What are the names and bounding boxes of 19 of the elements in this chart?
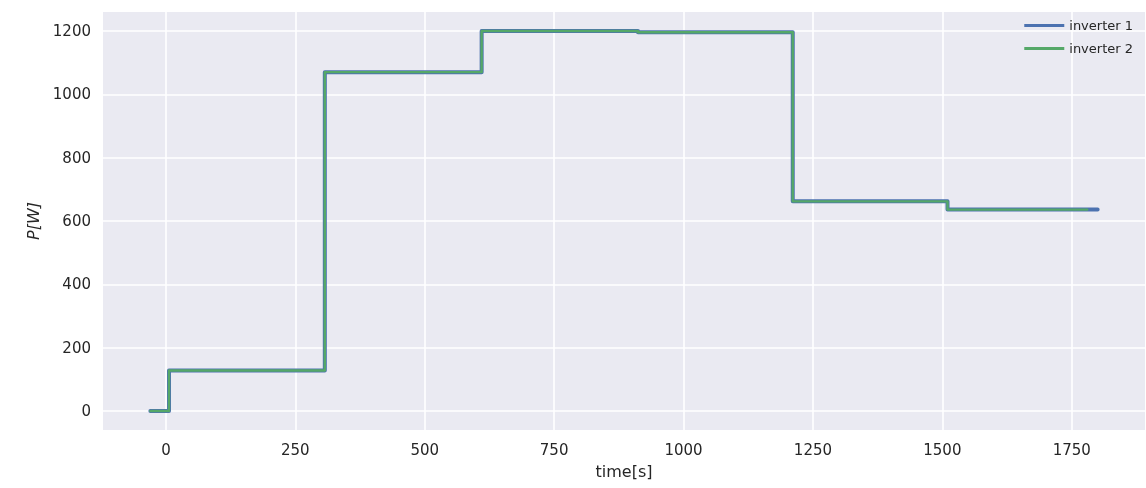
y-tick-label: 1000 [52, 85, 91, 104]
y-tick-label: 0 [81, 402, 91, 420]
x-tick-label: 1750 [1052, 440, 1091, 459]
x-axis-title: time[s] [595, 461, 653, 481]
y-axis-title: P[W] [24, 202, 44, 240]
y-tick-label: 600 [62, 212, 91, 230]
y-tick-label: 400 [62, 275, 91, 294]
y-tick-label: 200 [62, 338, 91, 357]
x-tick-label: 750 [539, 440, 569, 459]
x-tick-label: 1000 [664, 440, 703, 459]
x-tick-label: 250 [280, 440, 310, 459]
x-tick-label: 500 [410, 440, 440, 459]
y-tick-label: 800 [62, 148, 91, 167]
legend-label: inverter 2 [1069, 41, 1133, 56]
y-tick-label: 1200 [52, 22, 91, 40]
x-tick-label: 1250 [793, 440, 833, 459]
x-tick-label: 0 [161, 440, 171, 459]
legend-label: inverter 1 [1069, 18, 1133, 33]
x-tick-label: 1500 [923, 440, 962, 459]
